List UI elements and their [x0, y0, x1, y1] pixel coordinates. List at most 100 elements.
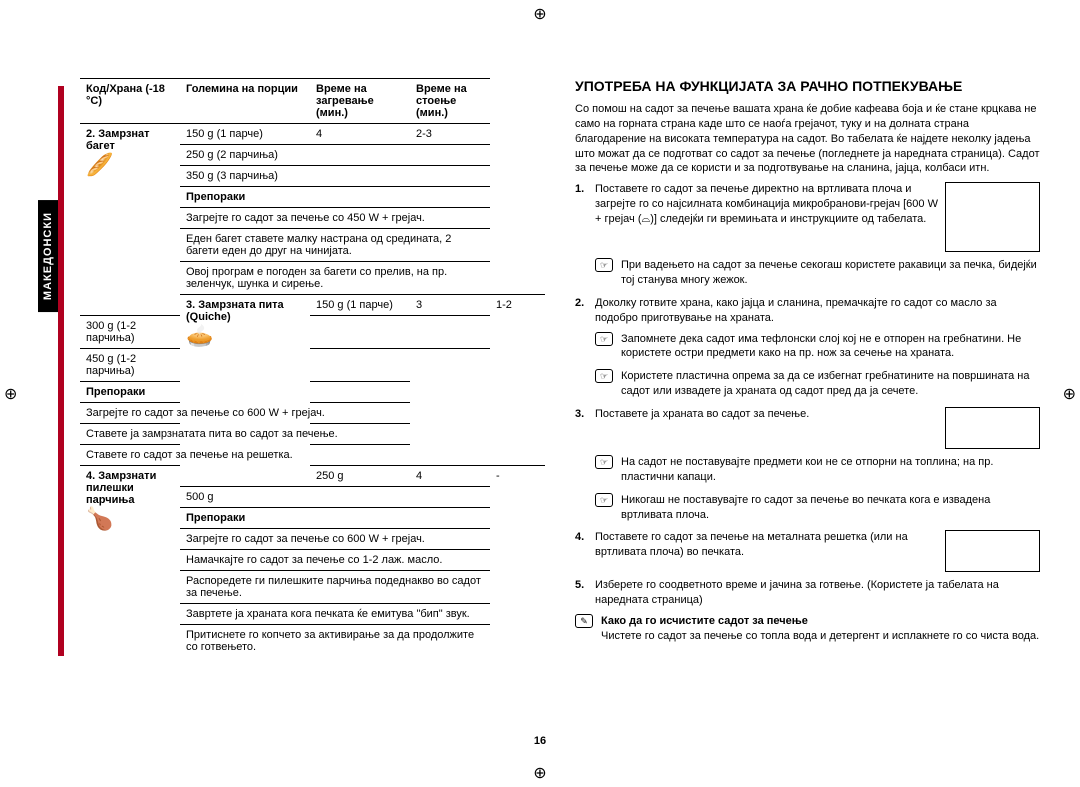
note-icon: ✎	[575, 614, 593, 628]
cell: 4	[310, 124, 410, 145]
food-icon: 🥧	[186, 323, 213, 348]
step-body: Изберете го соодветното време и јачина з…	[595, 578, 1040, 608]
table-row: 4. Замрзнати пилешки парчиња🍗250 g4-	[80, 466, 545, 487]
table-header-row: Код/Храна (-18 °C) Големина на порции Вр…	[80, 79, 545, 124]
rec-text: Ставете го садот за печење на решетка.	[80, 445, 410, 466]
rec-row: Ставете го садот за печење на решетка.	[80, 445, 545, 466]
cleaning-block: ✎ Како да го исчистите садот за печење Ч…	[575, 614, 1040, 644]
step-text: Поставете ја храната во садот за печење.	[595, 408, 809, 420]
note-line: ☞ Никогаш не поставувајте го садот за печ…	[595, 493, 1040, 523]
step-number: 1.	[575, 182, 589, 252]
crop-mark: ⊕	[4, 384, 17, 404]
cell: 2-3	[410, 124, 490, 145]
note-line: ☞Запомнете дека садот има тефлонски слој…	[595, 332, 1040, 362]
rec-text: Загрејте го садот за печење со 600 W + г…	[180, 529, 490, 550]
cell	[310, 166, 410, 187]
note-text: Никогаш не поставувајте го садот за пече…	[621, 493, 1040, 523]
step-number: 5.	[575, 578, 589, 608]
note-line: ☞ При вадењето на садот за печење секогаш…	[595, 258, 1040, 288]
clean-text: Чистете го садот за печење со топла вода…	[601, 629, 1039, 644]
rec-label: Препораки	[80, 382, 410, 403]
step: 5.Изберете го соодветното време и јачина…	[575, 578, 1040, 608]
rec-text: Загрејте го садот за печење со 450 W + г…	[180, 208, 490, 229]
note-text: Запомнете дека садот има тефлонски слој …	[621, 332, 1040, 362]
rec-label: Препораки	[180, 508, 490, 529]
note-icon: ☞	[595, 258, 613, 272]
cell	[310, 145, 410, 166]
cell	[410, 145, 490, 166]
table-row: 300 g (1-2 парчиња)	[80, 316, 545, 349]
table-row: 450 g (1-2 парчиња)	[80, 349, 545, 382]
rec-text: Намачкајте го садот за печење со 1-2 лаж…	[180, 550, 490, 571]
clean-title: Како да го исчистите садот за печење	[601, 614, 1039, 629]
cell: 250 g	[310, 466, 410, 487]
cell	[410, 487, 490, 508]
th-heat: Време на загревање (мин.)	[310, 79, 410, 124]
right-column: УПОТРЕБА НА ФУНКЦИЈАТА ЗА РАЧНО ПОТПЕКУВ…	[575, 78, 1040, 657]
page-number: 16	[534, 735, 546, 747]
cell	[310, 349, 410, 382]
cell: 450 g (1-2 парчиња)	[80, 349, 180, 382]
section-title: УПОТРЕБА НА ФУНКЦИЈАТА ЗА РАЧНО ПОТПЕКУВ…	[575, 78, 1040, 94]
rec-label: Препораки	[180, 187, 490, 208]
food-table: Код/Храна (-18 °C) Големина на порции Вр…	[80, 78, 545, 657]
step-text: Изберете го соодветното време и јачина з…	[595, 579, 999, 606]
left-column: Код/Храна (-18 °C) Големина на порции Вр…	[80, 78, 545, 657]
th-stand: Време на стоење (мин.)	[410, 79, 490, 124]
step: 2.Доколку готвите храна, како јајца и сл…	[575, 296, 1040, 326]
language-tab: МАКЕДОНСКИ	[38, 200, 58, 312]
step-text: Доколку готвите храна, како јајца и слан…	[595, 297, 997, 324]
food-icon: 🥖	[86, 152, 113, 177]
cell	[310, 316, 410, 349]
side-red-bar	[58, 86, 64, 656]
cell: 250 g (2 парчиња)	[180, 145, 310, 166]
note-text: На садот не поставувајте предмети кои не…	[621, 455, 1040, 485]
cell: 150 g (1 парче)	[180, 124, 310, 145]
note-icon: ☞	[595, 493, 613, 507]
note-line: ☞Користете пластична опрема за да се изб…	[595, 369, 1040, 399]
cell	[310, 487, 410, 508]
rec-text: Распоредете ги пилешките парчиња подедна…	[180, 571, 490, 604]
step: 1.Поставете го садот за печење директно …	[575, 182, 1040, 252]
intro-text: Со помош на садот за печење вашата храна…	[575, 102, 1040, 176]
step-body: Доколку готвите храна, како јајца и слан…	[595, 296, 1040, 326]
rec-text: Еден багет ставете малку настрана од сре…	[180, 229, 490, 262]
note-text: При вадењето на садот за печење секогаш …	[621, 258, 1040, 288]
step-text: Поставете го садот за печење директно на…	[595, 183, 938, 225]
rec-header-row: Препораки	[80, 382, 545, 403]
note-line: ☞ На садот не поставувајте предмети кои н…	[595, 455, 1040, 485]
food-icon: 🍗	[86, 506, 113, 531]
th-portion: Големина на порции	[180, 79, 310, 124]
rec-text: Загрејте го садот за печење со 600 W + г…	[80, 403, 410, 424]
diagram-placeholder	[945, 530, 1040, 572]
step-number: 4.	[575, 530, 589, 572]
rec-row: Ставете ја замрзнатата пита во садот за …	[80, 424, 545, 445]
crop-mark: ⊕	[533, 4, 546, 24]
cell	[410, 316, 490, 349]
cell	[410, 349, 490, 382]
step-number: 3.	[575, 407, 589, 449]
rec-text: Ставете ја замрзнатата пита во садот за …	[80, 424, 410, 445]
step-text: Поставете го садот за печење на металнат…	[595, 531, 908, 558]
th-code: Код/Храна (-18 °C)	[80, 79, 180, 124]
note-icon: ☞	[595, 455, 613, 469]
table-row: 2. Замрзнат багет🥖150 g (1 парче)42-3	[80, 124, 545, 145]
note-text: Користете пластична опрема за да се избе…	[621, 369, 1040, 399]
step: 4.Поставете го садот за печење на металн…	[575, 530, 1040, 572]
rec-text: Овој програм е погоден за багети со прел…	[180, 262, 490, 295]
cell: 4	[410, 466, 490, 487]
step-body: Поставете ја храната во садот за печење.	[595, 407, 1040, 449]
step-body: Поставете го садот за печење директно на…	[595, 182, 1040, 252]
step-number: 2.	[575, 296, 589, 326]
rec-text: Завртете ја храната кога печката ќе емит…	[180, 604, 490, 625]
cell: 300 g (1-2 парчиња)	[80, 316, 180, 349]
cell: 3	[410, 295, 490, 316]
cell: 150 g (1 парче)	[310, 295, 410, 316]
code-cell: 2. Замрзнат багет🥖	[80, 124, 180, 316]
cell: 350 g (3 парчиња)	[180, 166, 310, 187]
diagram-placeholder	[945, 182, 1040, 252]
rec-row: Загрејте го садот за печење со 600 W + г…	[80, 403, 545, 424]
step: 3. Поставете ја храната во садот за печењ…	[575, 407, 1040, 449]
cell: 1-2	[490, 295, 545, 316]
cell: 500 g	[180, 487, 310, 508]
